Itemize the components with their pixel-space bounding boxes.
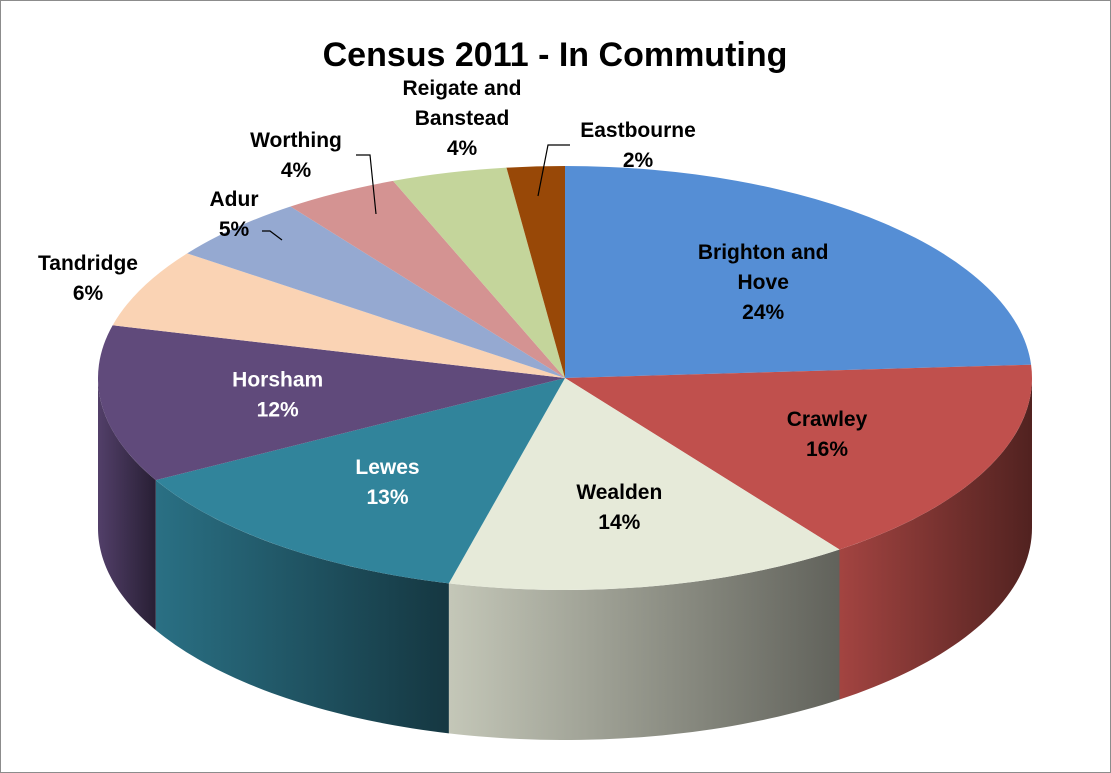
pie-side-walls — [98, 378, 1032, 740]
slice-percent: 6% — [73, 282, 104, 305]
slice-name: Adur — [210, 188, 259, 211]
slice-side-4 — [98, 378, 156, 631]
slice-percent: 4% — [281, 159, 312, 182]
slice-9 — [506, 166, 565, 378]
slice-name: Reigate and — [402, 77, 521, 100]
slice-4 — [97, 325, 565, 481]
leader-line-7 — [356, 154, 377, 215]
slice-percent: 12% — [257, 399, 299, 422]
slice-6 — [187, 206, 565, 378]
slice-percent: 14% — [598, 511, 640, 534]
slice-label-9: Eastbourne 2% — [580, 119, 696, 172]
slice-label-2: Wealden 14% — [576, 481, 662, 534]
slice-label-7: Worthing 4% — [250, 129, 342, 182]
slice-0 — [565, 166, 1032, 378]
slice-name: Lewes — [355, 456, 419, 479]
slice-label-1: Crawley 16% — [787, 408, 868, 461]
leader-lines — [262, 144, 570, 241]
slice-name: Banstead — [415, 107, 510, 130]
slice-label-3: Lewes 13% — [355, 456, 419, 509]
leader-line-9 — [537, 144, 570, 197]
slice-percent: 2% — [623, 149, 654, 172]
slice-name: Horsham — [232, 369, 323, 392]
slice-name: Tandridge — [38, 252, 138, 275]
slice-side-2 — [448, 549, 840, 740]
slice-name: Brighton and — [698, 241, 829, 264]
slice-percent: 24% — [742, 301, 784, 324]
slice-label-0: Brighton and Hove 24% — [698, 241, 829, 324]
leader-line-6 — [262, 230, 283, 241]
slice-label-5: Tandridge 6% — [38, 252, 138, 305]
slice-8 — [393, 167, 565, 378]
slice-side-1 — [839, 378, 1032, 700]
slice-side-3 — [155, 480, 449, 734]
slice-1 — [565, 364, 1033, 550]
slice-2 — [448, 378, 840, 591]
slice-percent: 16% — [806, 438, 848, 461]
slice-name: Eastbourne — [580, 119, 696, 142]
slice-name: Crawley — [787, 408, 868, 431]
slice-percent: 5% — [219, 218, 250, 241]
pie-slices — [97, 166, 1033, 591]
slice-labels: Brighton and Hove 24% Crawley 16% Wealden 14% L… — [38, 77, 868, 534]
slice-percent: 4% — [447, 137, 478, 160]
slice-percent: 13% — [366, 486, 408, 509]
slice-label-6: Adur 5% — [210, 188, 259, 241]
slice-name: Worthing — [250, 129, 342, 152]
slice-label-4: Horsham 12% — [232, 369, 323, 422]
chart-title: Census 2011 - In Commuting — [323, 36, 788, 74]
slice-label-8: Reigate and Banstead 4% — [402, 77, 521, 160]
slice-5 — [112, 253, 566, 378]
slice-7 — [290, 180, 565, 378]
slice-name: Hove — [738, 271, 789, 294]
slice-name: Wealden — [576, 481, 662, 504]
slice-3 — [155, 378, 565, 584]
